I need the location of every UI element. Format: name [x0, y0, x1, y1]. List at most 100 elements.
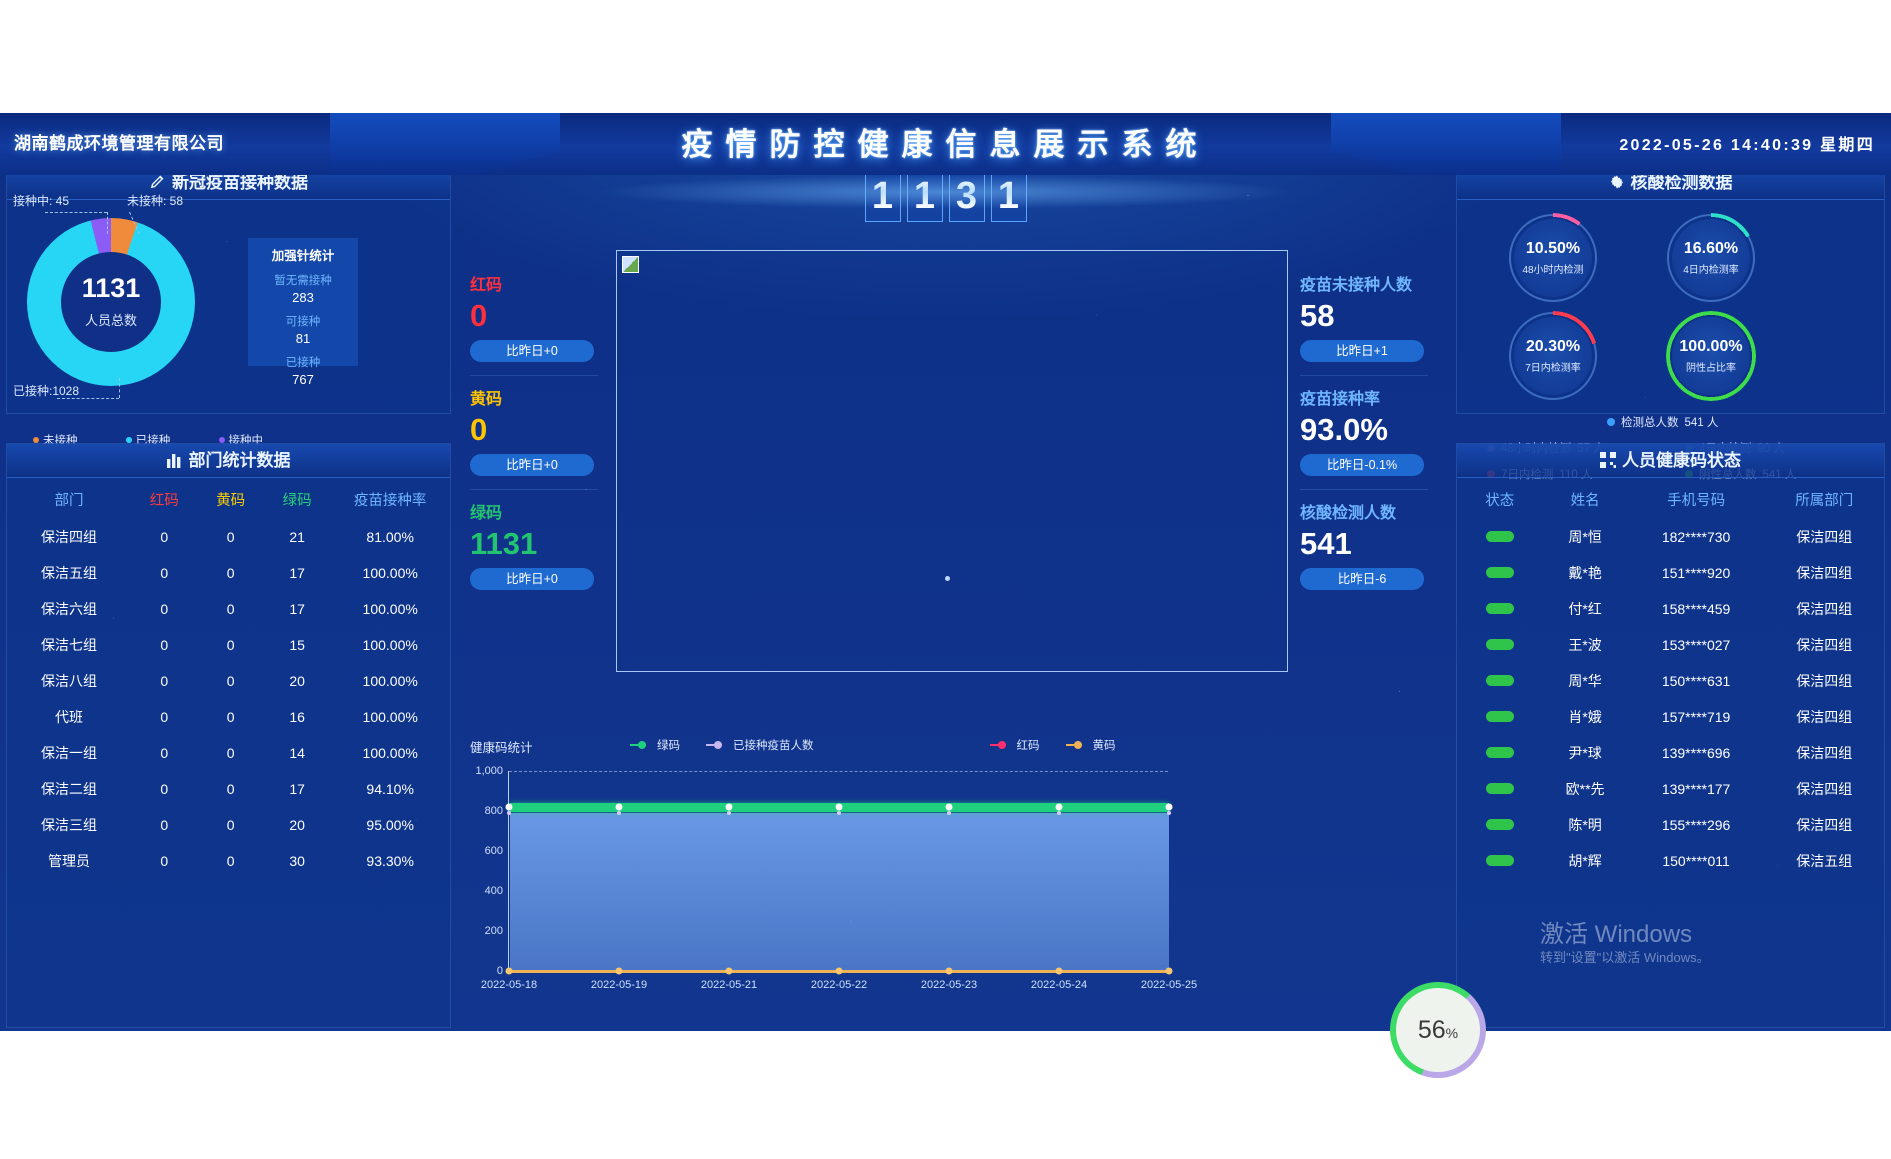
gauge-inner-3: 100.00% 阴性占比率	[1672, 317, 1750, 395]
cell-rate: 100.00%	[362, 745, 418, 761]
donut-label-not-vaccinated: 未接种: 58	[127, 194, 184, 208]
chart-legend-label-2: 红码	[1016, 740, 1040, 752]
metric-red-code: 红码 0 比昨日+0	[470, 271, 598, 362]
metric-green-code: 绿码 1131 比昨日+0	[470, 499, 598, 590]
cell-status	[1457, 735, 1542, 771]
donut-total-value: 1131	[81, 273, 141, 303]
cell-rate: 100.00%	[362, 673, 418, 689]
cell-red: 0	[160, 529, 169, 545]
department-card-title: 部门统计数据	[188, 451, 291, 470]
table-row[interactable]: 保洁三组 0 0 20 95.00%	[7, 807, 450, 843]
leader-line-in-progress-h	[45, 212, 107, 213]
table-row[interactable]: 保洁六组 0 0 17 100.00%	[7, 591, 450, 627]
booster-label-1: 可接种	[285, 316, 321, 328]
list-item[interactable]: 周*恒 182****730 保洁四组	[1457, 519, 1884, 555]
cell-rate: 81.00%	[366, 529, 414, 545]
chart-plot-area: 1,000 800 600 400 200 0 2022-05-18 2022-05-19 20…	[475, 765, 1197, 991]
metric-vaccination-rate-delta[interactable]: 比昨日-0.1%	[1300, 453, 1424, 476]
cell-rate: 95.00%	[366, 817, 414, 833]
list-item[interactable]: 尹*球 139****696 保洁四组	[1457, 735, 1884, 771]
company-name: 湖南鹤成环境管理有限公司	[14, 134, 224, 153]
chart-legend-item-0[interactable]: 绿码	[630, 737, 680, 753]
chart-ytick-5: 0	[496, 965, 503, 977]
metric-green-code-delta[interactable]: 比昨日+0	[470, 567, 594, 590]
leader-line-vaccinated-h	[57, 398, 119, 399]
chart-legend: 绿码 已接种疫苗人数 红码 黄码	[630, 737, 1150, 753]
list-item[interactable]: 胡*辉 150****011 保洁五组	[1457, 843, 1884, 879]
datetime-display: 2022-05-26 14:40:39 星期四	[1619, 137, 1875, 154]
cell-yellow: 0	[226, 853, 235, 869]
list-item[interactable]: 肖*娥 157****719 保洁四组	[1457, 699, 1884, 735]
cell-red: 0	[160, 817, 169, 833]
metric-red-code-value: 0	[470, 298, 488, 333]
metric-nucleic-count: 核酸检测人数 541 比昨日-6	[1300, 499, 1428, 590]
metric-nucleic-value: 541	[1300, 526, 1352, 561]
metric-unvaccinated-value: 58	[1300, 298, 1335, 333]
chart-marker-s0-1	[615, 803, 623, 811]
nucleic-test-card: 核酸检测数据 10.50% 48小时内检测 16.60% 4日内检测率 20.30% 7日…	[1456, 165, 1885, 481]
metric-red-code-label: 红码	[470, 277, 503, 294]
cell-status	[1457, 555, 1542, 591]
table-row[interactable]: 代班 0 0 16 100.00%	[7, 699, 450, 735]
status-badge	[1485, 567, 1514, 578]
legend-dot-vaccinated	[125, 437, 132, 443]
chart-title: 健康码统计	[470, 741, 533, 755]
table-row[interactable]: 保洁四组 0 0 21 81.00%	[7, 519, 450, 555]
list-item[interactable]: 陈*明 155****296 保洁四组	[1457, 807, 1884, 843]
cell-status	[1457, 807, 1542, 843]
chart-marker-s1-0	[507, 811, 511, 815]
table-row[interactable]: 保洁二组 0 0 17 94.10%	[7, 771, 450, 807]
chart-marker-s3-5	[1055, 967, 1063, 975]
list-item[interactable]: 戴*艳 151****920 保洁四组	[1457, 555, 1884, 591]
table-row[interactable]: 管理员 0 0 30 93.30%	[7, 843, 450, 879]
cell-phone: 150****631	[1661, 673, 1731, 689]
table-row[interactable]: 保洁一组 0 0 14 100.00%	[7, 735, 450, 771]
metric-vaccination-rate-value: 93.0%	[1300, 412, 1388, 447]
table-row[interactable]: 保洁八组 0 0 20 100.00%	[7, 663, 450, 699]
chart-area-vaccinated	[510, 813, 1169, 971]
table-row[interactable]: 保洁五组 0 0 17 100.00%	[7, 555, 450, 591]
cell-green: 20	[289, 817, 305, 833]
chart-legend-label-1: 已接种疫苗人数	[733, 740, 814, 752]
metric-yellow-code-delta[interactable]: 比昨日+0	[470, 453, 594, 476]
cell-yellow: 0	[226, 817, 235, 833]
department-table-header-row: 部门 红码 黄码 绿码 疫苗接种率	[7, 478, 450, 519]
gauge-label-0: 48小时内检测	[1522, 264, 1584, 276]
chart-marker-s1-3	[837, 811, 841, 815]
metric-nucleic-delta[interactable]: 比昨日-6	[1300, 567, 1424, 590]
list-item[interactable]: 王*波 153****027 保洁四组	[1457, 627, 1884, 663]
chart-xtick-0: 2022-05-18	[480, 979, 538, 991]
cell-phone: 158****459	[1661, 601, 1731, 617]
cell-dept: 保洁四组	[1796, 637, 1853, 653]
chart-legend-label-3: 黄码	[1092, 740, 1116, 752]
cell-green: 17	[289, 565, 305, 581]
gauge-inner-2: 20.30% 7日内检测率	[1514, 317, 1592, 395]
cell-name: 肖*娥	[1568, 709, 1602, 725]
metric-unvaccinated-delta[interactable]: 比昨日+1	[1300, 339, 1424, 362]
cell-name: 周*华	[1568, 673, 1602, 689]
chart-legend-item-2[interactable]: 红码	[989, 737, 1040, 753]
list-item[interactable]: 付*红 158****459 保洁四组	[1457, 591, 1884, 627]
metric-separator-4	[1300, 489, 1428, 490]
legend-dot-in-progress	[218, 437, 225, 443]
cell-status	[1457, 663, 1542, 699]
metric-green-code-label: 绿码	[470, 505, 503, 522]
chart-legend-item-3[interactable]: 黄码	[1065, 737, 1116, 753]
nucleic-legend-total-label: 检测总人数	[1621, 417, 1679, 429]
metric-unvaccinated-label: 疫苗未接种人数	[1300, 277, 1413, 294]
gauge-label-2: 7日内检测率	[1525, 362, 1581, 374]
booster-stats-box: 加强针统计 暂无需接种 283 可接种 81 已接种 767	[248, 238, 358, 387]
donut-label-vaccinated: 已接种:1028	[13, 384, 80, 398]
list-item[interactable]: 欧**先 139****177 保洁四组	[1457, 771, 1884, 807]
chart-legend-item-1[interactable]: 已接种疫苗人数	[706, 737, 814, 753]
cell-name: 戴*艳	[1568, 565, 1602, 581]
table-row[interactable]: 保洁七组 0 0 15 100.00%	[7, 627, 450, 663]
cell-dept: 保洁四组	[1796, 709, 1853, 725]
status-badge	[1485, 819, 1514, 830]
vaccination-donut-chart: 1131 人员总数 接种中: 45 未接种: 58 已接种:1028 未接种	[13, 194, 263, 447]
gauge-label-3: 阴性占比率	[1686, 362, 1736, 374]
list-item[interactable]: 周*华 150****631 保洁四组	[1457, 663, 1884, 699]
status-badge	[1485, 531, 1514, 542]
metric-red-code-delta[interactable]: 比昨日+0	[470, 339, 594, 362]
